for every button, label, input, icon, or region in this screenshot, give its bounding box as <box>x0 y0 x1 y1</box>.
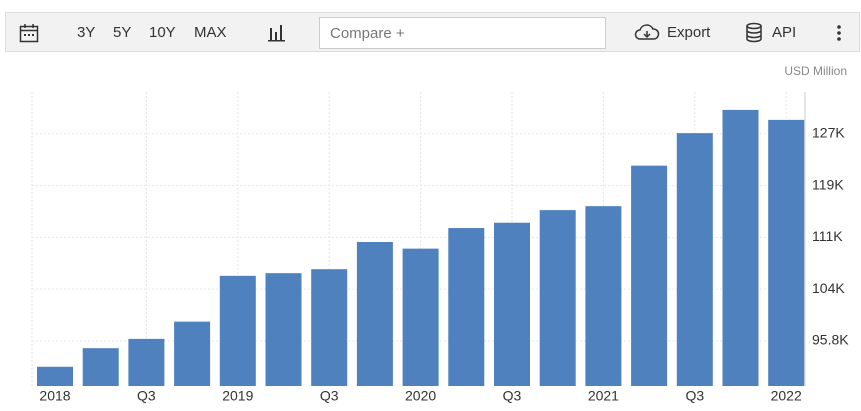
bar <box>128 338 165 386</box>
x-tick-label: 2021 <box>588 388 619 404</box>
bar <box>722 109 759 387</box>
export-button[interactable]: Export <box>667 24 711 41</box>
chart: USD Million 95.8K 104K 111K 119K 127K 2018 Q3 2… <box>31 64 849 404</box>
bar <box>585 206 622 386</box>
range-button[interactable]: 5Y <box>113 24 132 41</box>
x-tick-label: Q3 <box>320 388 339 404</box>
y-tick-label: 127K <box>812 125 845 141</box>
bar <box>676 133 713 386</box>
more-menu[interactable] <box>834 24 844 42</box>
y-tick-label: 95.8K <box>812 332 849 348</box>
range-button[interactable]: 3Y <box>77 24 96 41</box>
bar <box>265 273 302 386</box>
x-tick-label: Q3 <box>685 388 704 404</box>
y-tick-label: 111K <box>812 228 843 244</box>
bar <box>37 366 73 386</box>
toolbar: 3Y 5Y 10Y MAX Compare + Export API <box>5 12 860 52</box>
x-tick-label: 2022 <box>771 388 802 404</box>
bar <box>402 248 439 386</box>
y-tick-label: 119K <box>812 176 844 192</box>
x-tick-label: Q3 <box>137 388 156 404</box>
range-button[interactable]: 10Y <box>149 24 176 41</box>
api-button[interactable]: API <box>772 24 797 41</box>
compare-input[interactable]: Compare + <box>319 17 606 49</box>
x-tick-label: 2020 <box>405 388 436 404</box>
bar <box>768 119 805 386</box>
calendar-icon[interactable] <box>19 23 39 43</box>
api-icon[interactable] <box>744 22 764 44</box>
bar <box>494 222 530 386</box>
x-tick-label: 2019 <box>222 388 253 404</box>
export-icon[interactable] <box>634 23 660 43</box>
chart-type-icon[interactable] <box>268 24 286 42</box>
bar <box>219 275 256 386</box>
y-tick-label: 104K <box>812 280 845 296</box>
bar <box>448 228 485 386</box>
bar <box>174 321 211 386</box>
x-tick-label: Q3 <box>503 388 522 404</box>
bar <box>311 269 348 386</box>
bar <box>356 241 393 386</box>
unit-label: USD Million <box>784 64 847 78</box>
bar <box>631 165 668 386</box>
x-tick-label: 2018 <box>39 388 70 404</box>
bar <box>82 348 119 386</box>
bar <box>539 210 576 386</box>
range-button[interactable]: MAX <box>194 24 227 41</box>
